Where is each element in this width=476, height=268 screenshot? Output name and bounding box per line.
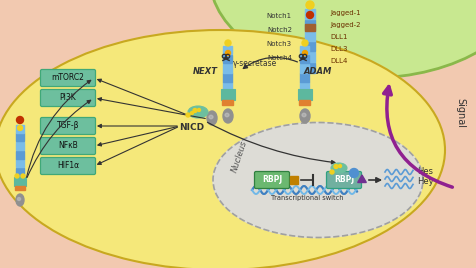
Ellipse shape <box>225 113 228 117</box>
Text: DLL3: DLL3 <box>329 46 347 52</box>
Bar <box>223 82 232 91</box>
Circle shape <box>193 109 197 113</box>
FancyBboxPatch shape <box>40 117 95 135</box>
Circle shape <box>15 174 19 178</box>
Text: RBPJ: RBPJ <box>261 176 281 184</box>
Ellipse shape <box>16 194 24 206</box>
Ellipse shape <box>330 163 346 173</box>
Text: HIF1α: HIF1α <box>57 162 79 170</box>
Bar <box>304 31 314 40</box>
Text: Notch2: Notch2 <box>267 27 291 33</box>
Text: TGF-β: TGF-β <box>57 121 79 131</box>
Text: Notch1: Notch1 <box>266 13 291 19</box>
Circle shape <box>338 165 341 168</box>
Ellipse shape <box>17 198 20 200</box>
Ellipse shape <box>188 106 208 118</box>
Text: NFκB: NFκB <box>58 142 78 151</box>
Circle shape <box>301 40 307 46</box>
Bar <box>300 92 309 100</box>
FancyBboxPatch shape <box>40 69 95 87</box>
Circle shape <box>190 111 193 114</box>
Bar <box>304 63 314 73</box>
Text: mTORC2: mTORC2 <box>51 73 84 83</box>
Text: Transcriptional switch: Transcriptional switch <box>270 195 343 201</box>
Text: DLL4: DLL4 <box>329 58 347 64</box>
Circle shape <box>349 169 358 177</box>
Circle shape <box>186 113 189 117</box>
Bar <box>16 142 24 150</box>
FancyBboxPatch shape <box>326 172 361 188</box>
Ellipse shape <box>301 113 306 117</box>
Bar <box>304 20 314 30</box>
Bar <box>16 151 24 159</box>
Bar <box>16 168 24 176</box>
Bar <box>223 73 232 82</box>
Ellipse shape <box>213 122 422 237</box>
Text: NICD: NICD <box>179 124 204 132</box>
Text: Hey: Hey <box>416 177 433 187</box>
Circle shape <box>306 12 313 18</box>
Bar <box>300 73 309 82</box>
Ellipse shape <box>209 0 476 78</box>
Bar <box>304 41 314 51</box>
Bar <box>300 82 309 91</box>
FancyBboxPatch shape <box>254 172 289 188</box>
Circle shape <box>306 1 313 9</box>
Bar <box>223 55 232 63</box>
Bar <box>298 89 311 100</box>
FancyBboxPatch shape <box>40 158 95 174</box>
Bar <box>15 186 25 190</box>
Bar <box>300 46 309 54</box>
Text: Jagged-1: Jagged-1 <box>329 10 360 16</box>
Ellipse shape <box>223 109 232 123</box>
Bar <box>222 100 233 105</box>
FancyBboxPatch shape <box>40 137 95 154</box>
Text: RBPJ: RBPJ <box>333 176 353 184</box>
Bar <box>220 89 235 100</box>
Text: Nucleus: Nucleus <box>230 139 249 173</box>
Text: NEXT: NEXT <box>192 68 217 76</box>
Circle shape <box>197 109 200 111</box>
Bar <box>223 46 232 54</box>
Ellipse shape <box>208 115 213 119</box>
Ellipse shape <box>207 111 217 125</box>
Circle shape <box>333 165 337 169</box>
Bar <box>304 24 314 31</box>
Ellipse shape <box>0 30 444 268</box>
Bar <box>16 125 24 133</box>
Text: ADAM: ADAM <box>303 68 331 76</box>
Circle shape <box>17 117 23 124</box>
Circle shape <box>225 50 230 55</box>
Text: PI3K: PI3K <box>60 94 76 102</box>
Bar <box>16 133 24 141</box>
Bar <box>14 177 26 186</box>
Circle shape <box>225 40 230 46</box>
Bar <box>304 52 314 62</box>
Circle shape <box>18 125 22 131</box>
FancyBboxPatch shape <box>40 90 95 106</box>
Text: Notch4: Notch4 <box>267 55 291 61</box>
Circle shape <box>21 174 25 178</box>
Text: Notch3: Notch3 <box>266 41 291 47</box>
Bar <box>223 92 232 100</box>
Text: Hes: Hes <box>416 168 432 177</box>
Bar <box>304 9 314 19</box>
Text: Signal: Signal <box>454 98 464 128</box>
Bar <box>300 64 309 73</box>
Text: Jagged-2: Jagged-2 <box>329 22 360 28</box>
Text: DLL1: DLL1 <box>329 34 347 40</box>
Circle shape <box>302 50 307 55</box>
Bar <box>223 64 232 73</box>
Text: γ-secretase: γ-secretase <box>232 58 277 68</box>
Bar <box>299 100 310 105</box>
Bar <box>16 159 24 167</box>
Ellipse shape <box>299 109 309 123</box>
Circle shape <box>329 170 333 174</box>
Bar <box>300 55 309 63</box>
